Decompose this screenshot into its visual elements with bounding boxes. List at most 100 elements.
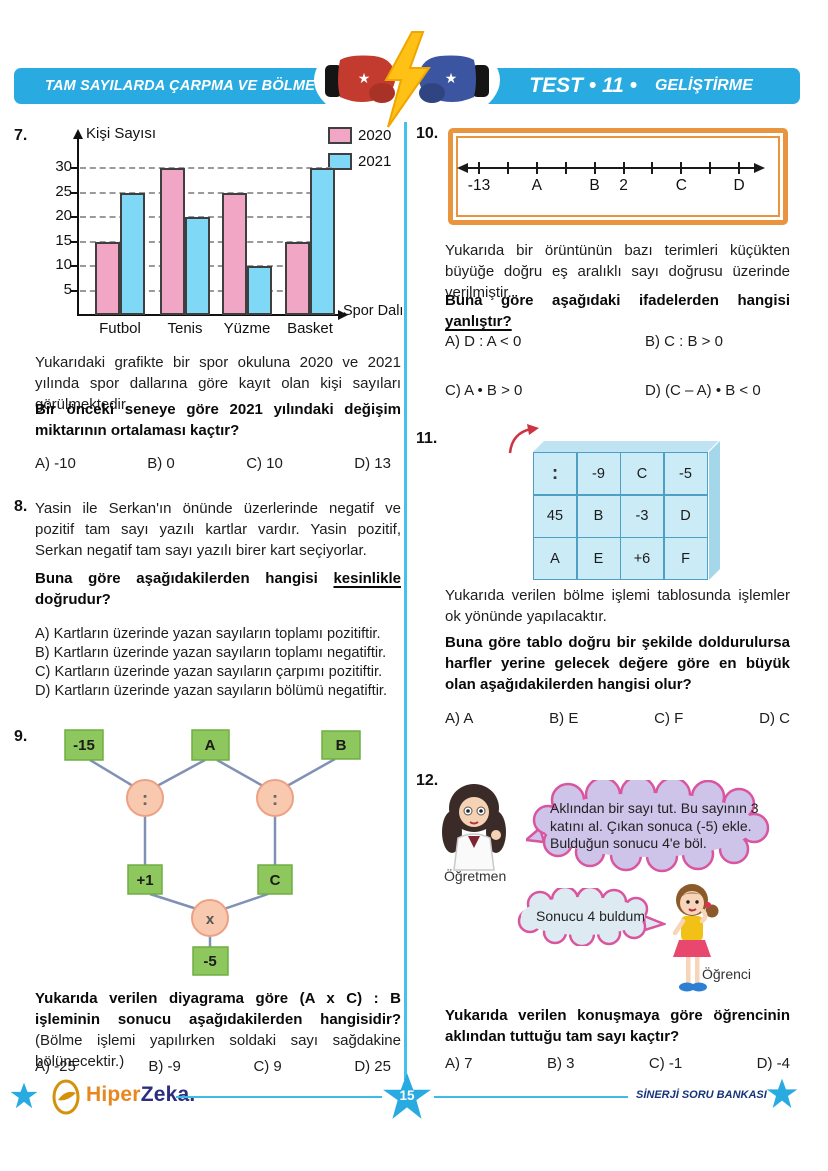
y-tick-label: 15 — [55, 231, 72, 249]
bar-Basket-2020 — [285, 241, 310, 315]
q9-stem-bold: Yukarıda verilen diyagrama göre (A x C) … — [35, 990, 401, 1028]
direction-arrow-icon — [508, 424, 539, 454]
answer-option: B) Kartların üzerinde yazan sayıların to… — [35, 645, 387, 661]
number-line-tick — [506, 162, 509, 174]
student-label: Öğrenci — [702, 966, 752, 982]
division-operator: : — [272, 789, 278, 810]
q10-number: 10. — [416, 125, 439, 142]
answer-option: D) Kartların üzerinde yazan sayıların bö… — [35, 683, 388, 699]
legend-swatch — [328, 153, 352, 170]
q12-question-stem: Yukarıda verilen konuşmaya göre öğrencin… — [445, 1007, 790, 1045]
table-cell: -9 — [577, 453, 620, 494]
number-line-axis — [464, 167, 758, 169]
q10-stem-pre: Buna göre aşağıdaki ifadelerden hangisi — [445, 292, 790, 309]
node-label: C — [270, 872, 281, 889]
answer-option: B) 3 — [546, 1055, 575, 1072]
number-line-label: A — [531, 177, 542, 194]
answer-option: D) 13 — [354, 455, 391, 472]
q8-stem-pre: Buna göre aşağıdakilerden hangisi — [35, 570, 334, 587]
q10-question-stem: Buna göre aşağıdaki ifadelerden hangisi … — [445, 290, 790, 332]
svg-text:★: ★ — [358, 70, 371, 86]
answer-option: D) 25 — [354, 1058, 391, 1075]
y-tick — [71, 289, 79, 292]
number-line-left-arrow-icon — [457, 163, 468, 173]
y-tick — [71, 191, 79, 194]
y-tick-label: 25 — [55, 182, 72, 200]
chart-x-axis-title: Spor Dalı — [343, 303, 404, 319]
boxing-gloves-icon: ★ ★ — [314, 31, 500, 129]
q11-division-table: : -9 C -5 45 B -3 D A E +6 F — [533, 452, 708, 580]
table-cell: A — [534, 538, 576, 579]
teacher-label: Öğretmen — [444, 868, 507, 884]
table-cell: E — [577, 538, 620, 579]
table-3d-top-face — [533, 441, 719, 452]
table-cell: 45 — [534, 495, 576, 537]
q11-paragraph: Yukarıda verilen bölme işlemi tablosunda… — [445, 587, 790, 625]
node-label: -5 — [203, 953, 216, 970]
answer-option: C) -1 — [648, 1055, 683, 1072]
y-tick — [71, 240, 79, 243]
legend-swatch — [328, 127, 352, 144]
red-boxing-glove-icon: ★ — [325, 55, 396, 103]
q8-number: 8. — [14, 498, 28, 515]
q7-paragraph: Yukarıdaki grafikte bir spor okuluna 202… — [35, 354, 401, 413]
bar-Basket-2021 — [310, 168, 335, 315]
q11-options: A) A B) E C) F D) C — [445, 710, 790, 727]
table-cell: -3 — [621, 495, 663, 537]
q8-question-stem: Buna göre aşağıdakilerden hangisi kesinl… — [35, 568, 401, 610]
legend-label: 2020 — [358, 127, 392, 144]
bar-Futbol-2021 — [120, 192, 145, 315]
footer-rule-right — [434, 1096, 628, 1098]
node-label: -15 — [73, 737, 95, 754]
bar-Yüzme-2021 — [247, 266, 272, 315]
logo-part-hiper: Hiper — [86, 1083, 141, 1106]
x-category-label: Tenis — [167, 320, 203, 337]
q8-options: A) Kartların üzerinde yazan sayıların to… — [35, 626, 405, 699]
y-tick — [71, 216, 79, 218]
q8-paragraph: Yasin ile Serkan'ın önünde üzerlerinde n… — [35, 500, 401, 559]
answer-option: D) C — [759, 710, 790, 727]
decorative-star-icon — [766, 1078, 798, 1108]
q7-question-stem: Bir önceki seneye göre 2021 yılındaki de… — [35, 401, 401, 439]
bar-Yüzme-2020 — [222, 192, 247, 315]
q10-options: A) D : A < 0 B) C : B > 0 C) A • B > 0 D) (… — [445, 333, 790, 399]
blue-boxing-glove-icon: ★ — [418, 55, 489, 103]
answer-option: C) F — [654, 710, 684, 727]
test-banner: TEST • 11 • GELİŞTİRME — [482, 68, 800, 104]
answer-option: A) -25 — [35, 1058, 76, 1075]
q7-bar-chart: Kişi Sayısı Spor Dalı 2020 2021 5 10 15 20 25… — [40, 125, 405, 343]
legend-item: 2021 — [328, 153, 391, 170]
number-line-tick — [593, 162, 596, 174]
answer-option: C) A • B > 0 — [445, 382, 523, 399]
decorative-star-icon — [10, 1082, 38, 1109]
answer-option: A) Kartların üzerinde yazan sayıların to… — [35, 626, 381, 642]
x-axis-arrow-icon — [338, 310, 348, 320]
answer-option: A) -10 — [35, 455, 76, 472]
diagram-connectors — [89, 757, 336, 947]
answer-option: B) 0 — [147, 455, 175, 472]
legend-item: 2020 — [328, 127, 391, 144]
publisher-logo-text: HiperZeka. — [86, 1083, 195, 1107]
q7-options: A) -10 B) 0 C) 10 D) 13 — [35, 455, 391, 472]
answer-option: B) C : B > 0 — [645, 333, 723, 350]
answer-option: A) A — [445, 710, 474, 727]
answer-option: D) -4 — [756, 1055, 790, 1072]
table-grid: : -9 C -5 45 B -3 D A E +6 F — [533, 452, 708, 580]
gridline — [80, 167, 332, 169]
q10-number-line: -13 A B 2 C D — [457, 146, 765, 201]
logo-part-zeka: Zeka. — [140, 1083, 196, 1106]
teacher-speech-bubble — [526, 780, 770, 873]
student-speech-bubble — [517, 888, 666, 946]
q10-paragraph: Yukarıda bir örüntünün bazı terimleri kü… — [445, 242, 790, 301]
answer-option: B) E — [549, 710, 579, 727]
y-tick-label: 10 — [55, 256, 72, 273]
legend-label: 2021 — [358, 153, 392, 170]
q9-operation-diagram: -15 A B +1 C -5 : : x — [64, 729, 361, 976]
chart-y-axis-title: Kişi Sayısı — [86, 125, 157, 142]
number-line-tick — [738, 162, 741, 174]
answer-option: C) Kartların üzerinde yazan sayıların ça… — [35, 664, 383, 680]
test-type-label: GELİŞTİRME — [654, 77, 753, 94]
x-category-label: Basket — [287, 320, 333, 337]
y-tick-label: 30 — [55, 158, 72, 175]
page-number: 15 — [399, 1088, 415, 1103]
